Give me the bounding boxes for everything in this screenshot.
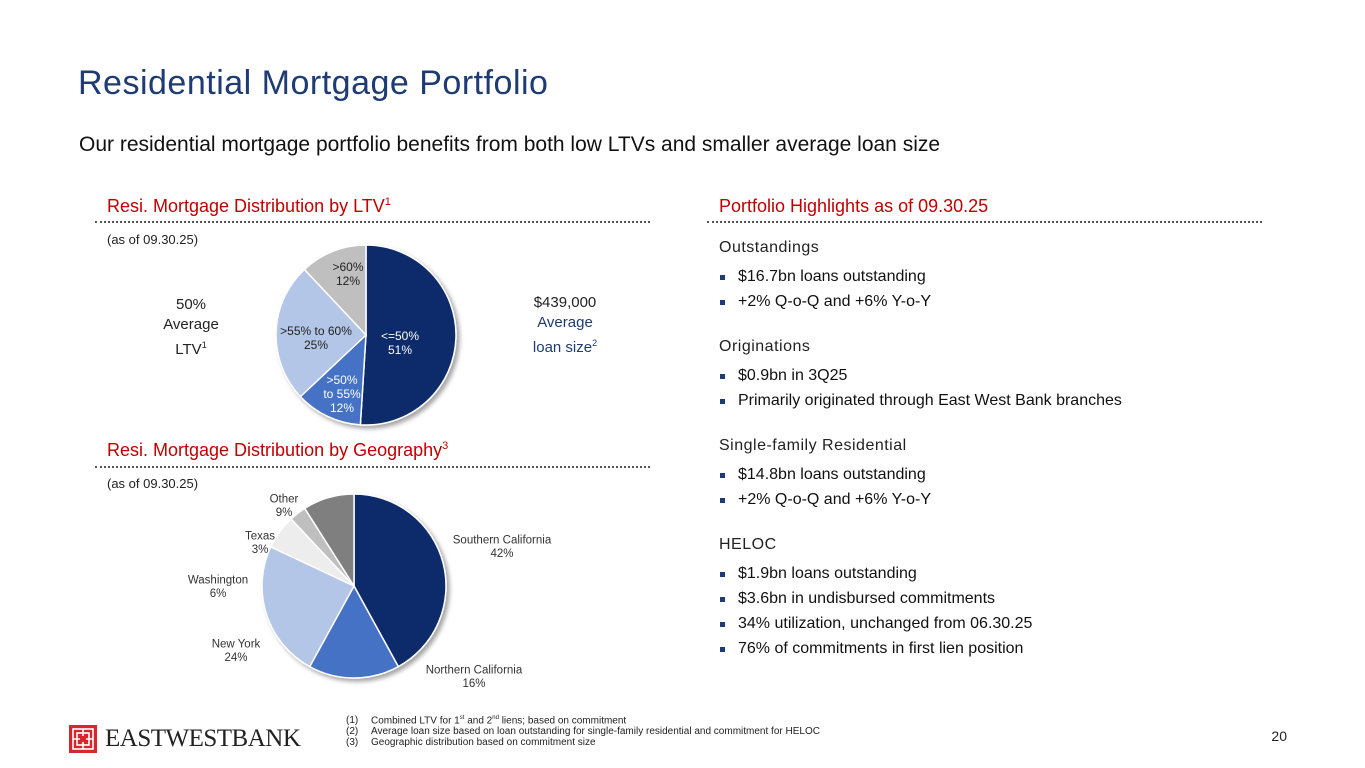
- pie-slice-label: 12%: [336, 274, 360, 288]
- logo-mark-icon: [69, 725, 97, 753]
- geography-pie-chart: Southern California 42% Northern Californi…: [188, 493, 552, 690]
- pie-slice: [275, 268, 368, 398]
- page-subtitle: Our residential mortgage portfolio benef…: [79, 133, 941, 156]
- highlight-group-title: Outstandings: [719, 239, 820, 256]
- pie-slice-label: Northern California: [426, 664, 523, 676]
- avg-ltv-value: 50%: [175, 296, 207, 313]
- pie-slice-label: 12%: [330, 401, 354, 415]
- pie-slice-label: 51%: [388, 343, 412, 357]
- footnote-1-sup-2: nd: [492, 715, 499, 721]
- highlight-group: Outstandings $16.7bn loans outstanding +2%…: [719, 239, 1319, 314]
- pie-slice-label: 16%: [462, 678, 485, 690]
- footnotes: (1) Combined LTV for 1st and 2nd liens; b…: [346, 715, 820, 748]
- highlight-bullet-item: $0.9bn in 3Q25: [719, 363, 1319, 388]
- footnote-2: (2) Average loan size based on loan outst…: [346, 726, 820, 737]
- footnote-1-sup-1: st: [459, 715, 465, 721]
- highlights-heading: Portfolio Highlights as of 09.30.25: [719, 196, 989, 216]
- pie-slice-label: New York: [212, 638, 261, 650]
- avg-loan-label-2: loan size: [532, 339, 593, 356]
- footnote-1-text-b: and 2: [464, 715, 493, 727]
- pie-slice: [303, 244, 367, 337]
- pie-slice-label: Southern California: [453, 534, 552, 546]
- geo-heading-footnote-ref: 3: [442, 440, 449, 452]
- footnote-1-text-a: Combined LTV for 1: [371, 715, 460, 727]
- pie-slice-label: 42%: [490, 548, 513, 560]
- highlight-group-title: Originations: [719, 338, 811, 355]
- pie-slice: [299, 333, 367, 426]
- east-west-bank-logo: EASTWESTBANK: [68, 724, 308, 761]
- geo-as-of-date: (as of 09.30.25): [107, 476, 199, 491]
- pie-slice: [303, 493, 355, 589]
- highlight-bullet-item: 34% utilization, unchanged from 06.30.25: [719, 611, 1319, 636]
- pie-slice-label: >50%: [326, 373, 357, 387]
- footnote-1-text-c: liens; based on commitment: [498, 715, 627, 727]
- footnote-1: (1) Combined LTV for 1st and 2nd liens; b…: [346, 715, 820, 726]
- pie-slice-label: Washington: [188, 574, 248, 586]
- ltv-section-heading: Resi. Mortgage Distribution by LTV1: [107, 196, 391, 217]
- pie-slice-label: 3%: [252, 544, 269, 556]
- pie-slice: [359, 244, 457, 426]
- avg-loan-callout: $439,000 Average loan size2: [509, 293, 621, 358]
- page-title: Residential Mortgage Portfolio: [78, 64, 549, 102]
- pie-slice-label: to 55%: [323, 387, 361, 401]
- pie-slice-label: >55% to 60%: [280, 324, 352, 338]
- geo-section-divider: [95, 466, 650, 468]
- highlight-group: Originations $0.9bn in 3Q25 Primarily orig…: [719, 338, 1319, 413]
- ltv-section-divider: [95, 221, 650, 223]
- highlight-bullet-item: $3.6bn in undisbursed commitments: [719, 586, 1319, 611]
- avg-ltv-label-2-wrap: LTV1: [141, 335, 241, 360]
- pie-slice-label: Other: [270, 493, 299, 505]
- highlight-group: HELOC $1.9bn loans outstanding $3.6bn in u…: [719, 536, 1319, 661]
- pie-slice-label: 24%: [224, 652, 247, 664]
- highlight-group-title: Single-family Residential: [719, 437, 907, 454]
- pie-slice-label: >60%: [332, 260, 363, 274]
- highlight-bullet-item: 76% of commitments in first lien positio…: [719, 636, 1319, 661]
- highlight-group-title: HELOC: [719, 536, 777, 553]
- ltv-heading-text: Resi. Mortgage Distribution by LTV: [107, 196, 385, 216]
- highlight-bullet-item: Primarily originated through East West B…: [719, 388, 1319, 413]
- footnote-3-text: Geographic distribution based on commitm…: [371, 737, 596, 749]
- footnote-2-num: (2): [346, 726, 359, 738]
- highlight-bullet-item: $16.7bn loans outstanding: [719, 264, 1319, 289]
- footnote-2-text: Average loan size based on loan outstand…: [371, 726, 820, 738]
- highlight-group: Single-family Residential $14.8bn loans o…: [719, 437, 1319, 512]
- avg-loan-label-2-wrap: loan size2: [509, 333, 621, 358]
- pie-slice: [353, 493, 447, 668]
- avg-loan-value: $439,000: [533, 294, 597, 311]
- footnote-3: (3) Geographic distribution based on comm…: [346, 737, 820, 748]
- highlight-bullet-item: $14.8bn loans outstanding: [719, 462, 1319, 487]
- ltv-heading-footnote-ref: 1: [384, 196, 391, 208]
- page-number: 20: [1271, 728, 1287, 744]
- avg-loan-footnote-ref: 2: [592, 338, 598, 348]
- geo-heading-text: Resi. Mortgage Distribution by Geography: [107, 440, 443, 460]
- highlight-bullet-item: +2% Q-o-Q and +6% Y-o-Y: [719, 289, 1319, 314]
- ltv-pie-chart: <=50%51%>50%to 55%12%>55% to 60%25%>60%1…: [275, 244, 457, 426]
- logo-wordmark: EASTWESTBANK: [105, 725, 301, 752]
- footnote-1-num: (1): [346, 715, 359, 727]
- pie-slice: [261, 545, 356, 668]
- pie-slice-label: 9%: [276, 507, 293, 519]
- avg-ltv-label-1: Average: [163, 316, 219, 333]
- highlights-divider: [707, 221, 1262, 223]
- avg-ltv-callout: 50% Average LTV1: [141, 295, 241, 360]
- avg-ltv-label-2: LTV: [175, 341, 202, 358]
- avg-ltv-footnote-ref: 1: [201, 340, 207, 350]
- geo-section-heading: Resi. Mortgage Distribution by Geography…: [107, 440, 448, 461]
- pie-slice-label: 6%: [210, 588, 227, 600]
- pie-slice-label: Texas: [245, 530, 275, 542]
- pie-slice: [308, 584, 400, 679]
- pie-slice-label: 25%: [304, 338, 328, 352]
- footnote-3-num: (3): [346, 737, 359, 749]
- ltv-as-of-date: (as of 09.30.25): [107, 232, 199, 247]
- avg-loan-label-1: Average: [537, 314, 593, 331]
- highlight-bullet-item: $1.9bn loans outstanding: [719, 561, 1319, 586]
- pie-slice-label: <=50%: [381, 329, 419, 343]
- highlight-bullet-item: +2% Q-o-Q and +6% Y-o-Y: [719, 487, 1319, 512]
